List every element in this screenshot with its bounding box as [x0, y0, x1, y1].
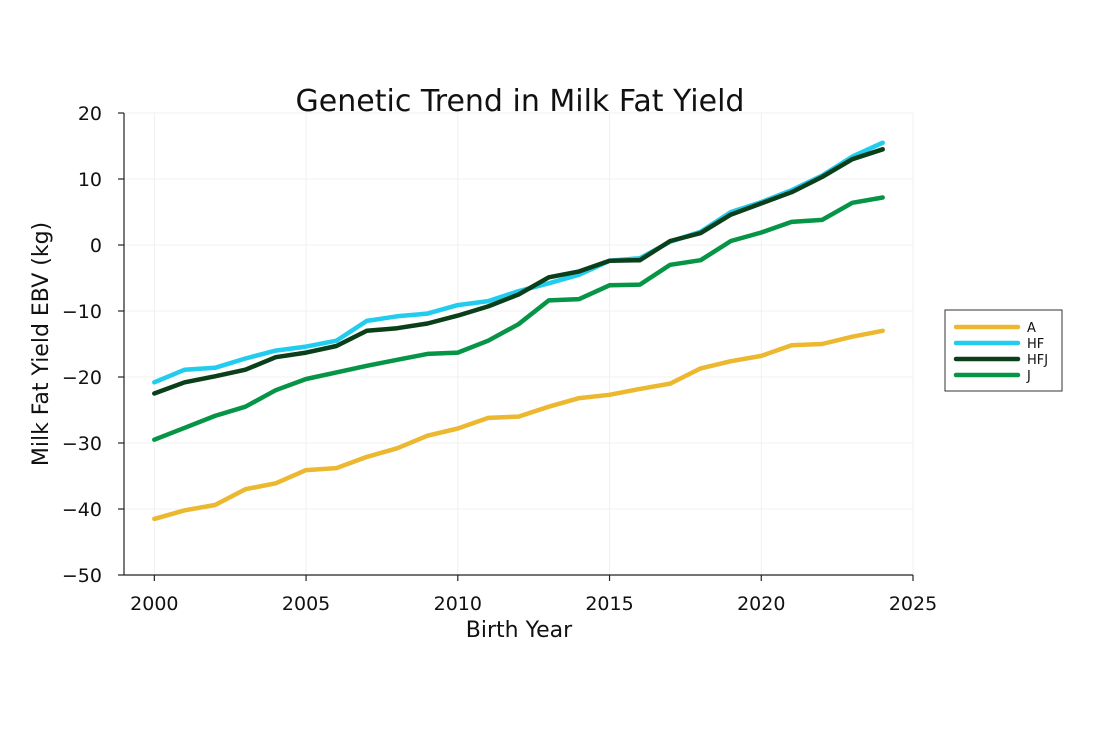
- x-tick-label-0: 2000: [130, 593, 178, 615]
- y-tick-label-3: −20: [62, 367, 102, 389]
- y-tick-label-0: −50: [62, 565, 102, 587]
- legend-label-hfj: HFJ: [1027, 353, 1048, 368]
- series-layer: [152, 140, 885, 522]
- x-tick-label-2: 2010: [434, 593, 482, 615]
- y-tick-label-7: 20: [78, 103, 102, 125]
- series-line-j: [152, 195, 885, 442]
- y-tick-label-5: 0: [90, 235, 102, 257]
- y-tick-label-4: −10: [62, 301, 102, 323]
- x-ticks: 2000 2005 2010 2015 2020 2025: [130, 575, 937, 615]
- y-tick-label-2: −30: [62, 433, 102, 455]
- legend-box: [944, 309, 1063, 392]
- y-tick-label-6: 10: [78, 169, 102, 191]
- x-tick-label-3: 2015: [585, 593, 633, 615]
- grid-layer: [124, 112, 914, 576]
- legend-label-hf: HF: [1027, 337, 1044, 352]
- series-line-hfj: [152, 147, 885, 396]
- chart-title: Genetic Trend in Milk Fat Yield: [296, 84, 745, 119]
- axes-layer: [123, 113, 913, 576]
- y-tick-label-1: −40: [62, 499, 102, 521]
- x-tick-label-5: 2025: [889, 593, 937, 615]
- legend-label-j: J: [1026, 369, 1031, 384]
- x-axis-label: Birth Year: [466, 618, 573, 643]
- x-tick-label-4: 2020: [737, 593, 785, 615]
- x-tick-label-1: 2005: [282, 593, 330, 615]
- y-ticks: −50 −40 −30 −20 −10 0 10 20: [62, 103, 124, 587]
- legend-label-a: A: [1027, 321, 1036, 336]
- y-axis-label: Milk Fat Yield EBV (kg): [29, 222, 54, 466]
- series-line-a: [152, 328, 885, 522]
